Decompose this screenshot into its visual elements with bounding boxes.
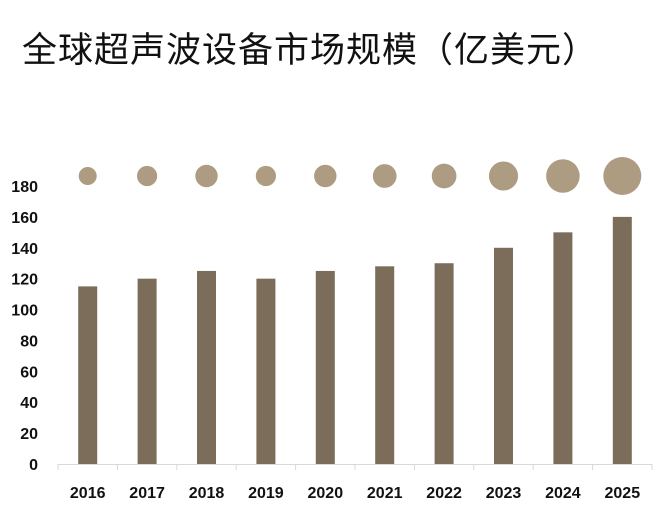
bar-2017 — [137, 278, 157, 464]
bubble-2025 — [603, 157, 642, 195]
x-tick-label: 2017 — [129, 485, 165, 502]
bar-2021 — [375, 266, 395, 464]
bar-2023 — [494, 247, 513, 464]
bar-2020 — [315, 270, 335, 464]
y-tick-label: 20 — [20, 426, 38, 443]
x-tick-label: 2020 — [308, 485, 344, 502]
y-tick-label: 180 — [11, 179, 38, 196]
bubble-2016 — [78, 167, 97, 185]
bar-2022 — [434, 263, 454, 464]
y-tick-label: 140 — [11, 241, 38, 258]
y-tick-label: 0 — [29, 457, 38, 474]
bar-2016 — [78, 286, 98, 464]
y-tick-label: 160 — [11, 210, 38, 227]
x-tick-label: 2022 — [426, 485, 462, 502]
bar-2025 — [612, 216, 632, 464]
x-tick-label: 2023 — [486, 485, 522, 502]
y-tick-label: 120 — [11, 272, 38, 289]
y-tick-label: 80 — [20, 333, 38, 350]
bubble-2020 — [314, 164, 337, 188]
bubble-2022 — [431, 163, 457, 189]
y-tick-label: 60 — [20, 364, 38, 381]
x-tick-label: 2025 — [605, 485, 641, 502]
bubble-2018 — [195, 164, 218, 188]
bar-2018 — [197, 270, 216, 464]
x-tick-label: 2016 — [70, 485, 106, 502]
chart-title: 全球超声波设备市场规模（亿美元） — [22, 31, 599, 71]
bubble-2017 — [136, 165, 158, 187]
bubble-2021 — [372, 164, 397, 188]
x-tick-label: 2021 — [367, 485, 403, 502]
y-tick-label: 100 — [11, 303, 38, 320]
bubble-2024 — [546, 159, 580, 193]
bubble-2023 — [488, 161, 519, 191]
bar-2024 — [553, 232, 573, 464]
bubble-2019 — [255, 165, 277, 187]
x-tick-label: 2019 — [248, 485, 284, 502]
x-tick-label: 2018 — [189, 485, 225, 502]
bar-2019 — [256, 278, 276, 464]
y-tick-label: 40 — [20, 395, 38, 412]
x-tick-label: 2024 — [545, 485, 581, 502]
